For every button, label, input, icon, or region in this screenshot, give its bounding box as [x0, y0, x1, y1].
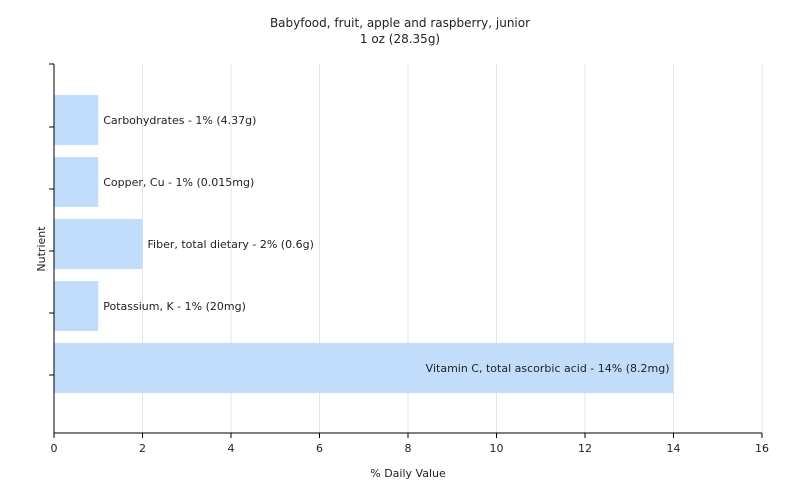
x-tick-label: 14: [667, 442, 681, 455]
x-tick-label: 10: [490, 442, 504, 455]
x-axis-title: % Daily Value: [370, 467, 446, 480]
bar-label: Copper, Cu - 1% (0.015mg): [103, 176, 254, 189]
y-axis-title: Nutrient: [35, 226, 48, 272]
bar-label: Carbohydrates - 1% (4.37g): [103, 114, 256, 127]
bar: [54, 281, 99, 331]
bar: [54, 157, 99, 207]
x-tick-label: 0: [51, 442, 58, 455]
x-tick-label: 12: [578, 442, 592, 455]
bar-label: Fiber, total dietary - 2% (0.6g): [148, 238, 314, 251]
x-tick-label: 16: [755, 442, 769, 455]
chart-title: Babyfood, fruit, apple and raspberry, ju…: [269, 16, 531, 30]
x-tick-label: 2: [139, 442, 146, 455]
x-tick-label: 4: [228, 442, 235, 455]
x-tick-label: 6: [316, 442, 323, 455]
chart-subtitle: 1 oz (28.35g): [359, 32, 441, 46]
bar: [54, 343, 674, 393]
x-tick-label: 8: [405, 442, 412, 455]
bar: [54, 219, 143, 269]
bar-label: Potassium, K - 1% (20mg): [103, 300, 246, 313]
bar: [54, 95, 99, 145]
bar-label: Vitamin C, total ascorbic acid - 14% (8.…: [426, 362, 670, 375]
